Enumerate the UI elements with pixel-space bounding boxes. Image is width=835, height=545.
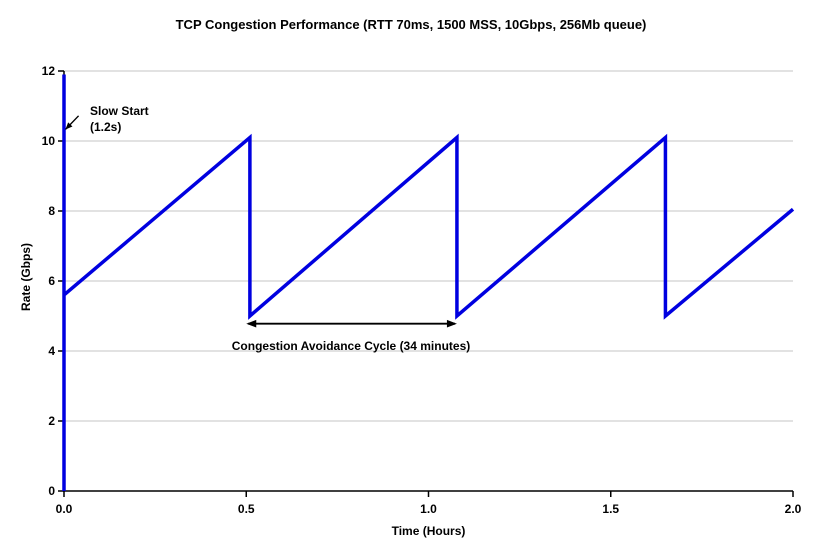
congestion-avoidance-cycle-annotation: Congestion Avoidance Cycle (34 minutes) [231, 339, 471, 353]
y-tick-label: 10 [41, 134, 55, 148]
x-tick-label: 1.5 [602, 502, 620, 516]
y-tick-label: 8 [48, 204, 55, 218]
chart-title: TCP Congestion Performance (RTT 70ms, 15… [175, 17, 647, 32]
x-axis-title: Time (Hours) [391, 524, 466, 538]
x-tick-label: 0.5 [237, 502, 255, 516]
slow-start-arrow-head [65, 122, 73, 130]
x-tick-label: 1.0 [420, 502, 437, 516]
cycle-arrow-head-right [446, 319, 457, 328]
slow-start-annotation: Slow Start (1.2s) [90, 103, 149, 135]
x-tick-label: 0.0 [55, 502, 73, 516]
y-tick-label: 0 [48, 484, 55, 498]
y-tick-label: 2 [48, 414, 55, 428]
slow-start-annotation-line2: (1.2s) [90, 120, 122, 134]
y-tick-label: 6 [48, 274, 55, 288]
cycle-arrow-head-left [246, 319, 257, 328]
y-tick-label: 4 [48, 344, 55, 358]
x-tick-label: 2.0 [784, 502, 802, 516]
slow-start-annotation-line1: Slow Start [90, 104, 149, 118]
series-line-tcp-rate [62, 74, 795, 491]
y-tick-label: 12 [41, 64, 55, 78]
